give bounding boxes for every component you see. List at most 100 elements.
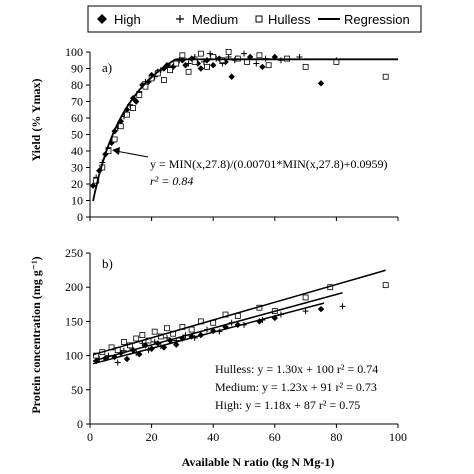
y-tick-label: 50 <box>71 383 83 397</box>
panel-a-equation: y = MIN(x,27.8)/(0.00701*MIN(x,27.8)+0.0… <box>150 157 388 171</box>
y-tick-label: 20 <box>71 177 83 191</box>
point-hulless <box>302 63 309 70</box>
point-high <box>317 80 325 87</box>
point-high <box>89 182 97 189</box>
y-tick-label: 250 <box>65 246 83 260</box>
y-tick-label: 90 <box>71 62 83 76</box>
legend-label-high: High <box>114 12 141 27</box>
panel-b-eq-hulless: Hulless: y = 1.30x + 100 r² = 0.74 <box>215 362 378 376</box>
panel-a-label: a) <box>102 60 112 75</box>
y-tick-label: 100 <box>65 45 83 59</box>
legend-item-high: High <box>97 12 141 27</box>
point-medium <box>207 50 214 57</box>
point-hulless <box>93 177 100 184</box>
point-high <box>133 98 140 105</box>
legend-item-medium: Medium <box>176 12 238 27</box>
panel-b-eq-high: High: y = 1.18x + 87 r² = 0.75 <box>215 398 360 412</box>
point-high <box>228 73 235 80</box>
point-medium <box>302 308 309 315</box>
point-high <box>317 305 325 313</box>
panel-b-eq-medium: Medium: y = 1.23x + 91 r² = 0.73 <box>215 380 377 394</box>
point-medium <box>253 60 260 67</box>
point-high <box>169 63 177 71</box>
regression-line-high <box>92 302 325 365</box>
point-medium <box>164 334 170 341</box>
x-tick-label: 60 <box>269 430 281 444</box>
point-medium <box>185 60 192 67</box>
y-tick-label: 10 <box>71 194 83 208</box>
x-tick-label: 100 <box>389 430 407 444</box>
point-hulless <box>265 62 272 69</box>
x-tick-label: 80 <box>330 430 342 444</box>
point-high <box>210 62 217 69</box>
point-hulless <box>164 325 170 332</box>
point-hulless <box>133 335 140 342</box>
point-high <box>259 63 266 71</box>
y-tick-label: 0 <box>77 210 83 224</box>
panel-a-yield: a) Yield (% Ymax) 0 10 20 30 40 50 60 70 80 90 100… <box>29 45 399 224</box>
panel-a-r2: r² = 0.84 <box>150 174 193 188</box>
regression-line-medium <box>92 292 343 362</box>
point-medium <box>139 340 146 347</box>
point-hulless <box>139 332 146 338</box>
y-tick-label: 200 <box>65 280 83 294</box>
legend-item-regression: Regression <box>318 12 410 27</box>
point-medium <box>339 303 346 310</box>
x-tick-label: 40 <box>207 430 219 444</box>
panel-a-regression-curve <box>92 58 398 202</box>
legend-label-hulless: Hulless <box>268 12 311 27</box>
point-hulless <box>111 136 118 143</box>
point-high <box>108 139 115 146</box>
point-hulless <box>124 111 130 118</box>
point-high <box>197 65 205 72</box>
y-tick-label: 0 <box>77 417 83 431</box>
point-hulless <box>173 60 180 67</box>
legend: High Medium Hulless Regression <box>87 5 422 33</box>
y-tick-label: 30 <box>71 161 83 175</box>
x-tick-label: 0 <box>87 430 93 444</box>
point-hulless <box>382 73 389 80</box>
point-high <box>203 57 211 64</box>
y-tick-label: 50 <box>71 128 83 142</box>
plus-marker-icon <box>176 15 184 23</box>
point-hulless <box>151 328 158 335</box>
point-hulless <box>225 49 232 55</box>
square-marker-icon <box>255 15 263 23</box>
panel-a-annotation-arrow <box>115 150 149 158</box>
point-high <box>117 118 124 125</box>
point-hulless <box>188 326 195 333</box>
panel-b-ylabel: Protein concentration (mg g⁻¹) <box>29 256 43 413</box>
point-hulless <box>256 52 263 59</box>
diamond-marker-icon <box>97 14 107 24</box>
point-medium <box>176 57 183 64</box>
point-high <box>182 62 189 69</box>
point-hulless <box>197 50 204 57</box>
point-high <box>246 53 254 61</box>
point-high <box>123 355 131 363</box>
panel-b-axes: 0 50 100 150 200 250 0 20 40 60 80 100 <box>65 246 407 444</box>
legend-box <box>87 5 422 33</box>
point-hulless <box>185 68 192 75</box>
panel-b-points <box>92 282 389 366</box>
point-hulless <box>302 294 309 301</box>
point-hulless <box>167 67 173 74</box>
regression-line-hulless <box>92 269 386 356</box>
x-tick-label: 20 <box>146 430 158 444</box>
point-hulless <box>179 52 186 59</box>
y-tick-label: 40 <box>71 144 83 158</box>
y-tick-label: 70 <box>71 95 83 109</box>
point-medium <box>114 359 121 366</box>
point-hulless <box>161 77 167 83</box>
point-hulless <box>120 339 127 345</box>
point-hulless <box>117 123 124 130</box>
y-tick-label: 80 <box>71 78 83 92</box>
point-hulless <box>219 57 226 64</box>
point-medium <box>277 57 284 64</box>
x-axis-label: Available N ratio (kg N Mg-1) <box>182 455 335 469</box>
point-medium <box>241 50 247 57</box>
arrowhead-icon <box>112 147 120 155</box>
point-hulless <box>204 63 210 70</box>
panel-a-ylabel: Yield (% Ymax) <box>29 78 43 161</box>
legend-label-medium: Medium <box>192 12 238 27</box>
